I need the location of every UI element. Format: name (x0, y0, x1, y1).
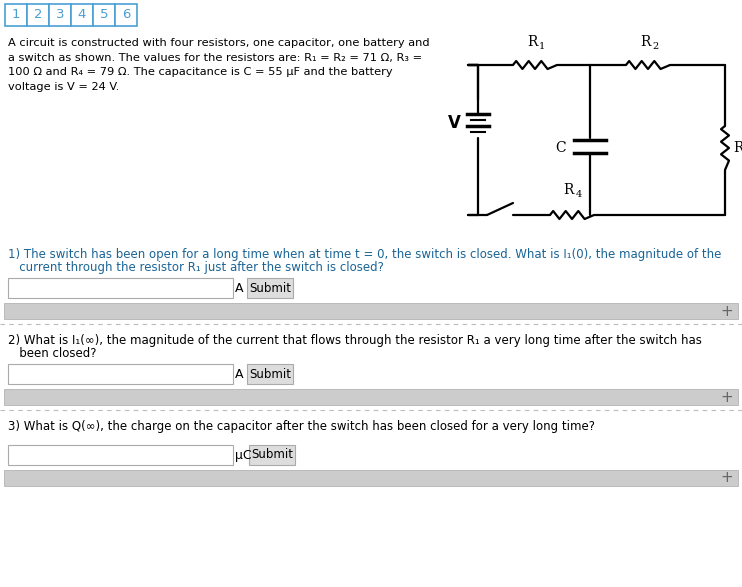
Bar (27, 4, 49, 26)
Text: 3) What is Q(∞), the charge on the capacitor after the switch has been closed fo: 3) What is Q(∞), the charge on the capac… (8, 420, 595, 433)
Text: 2: 2 (33, 8, 42, 22)
Bar (49, 4, 71, 26)
Bar (8, 445, 233, 465)
Bar (71, 4, 93, 26)
Text: +: + (720, 471, 733, 485)
Text: A circuit is constructed with four resistors, one capacitor, one battery and: A circuit is constructed with four resis… (8, 38, 430, 48)
Text: A: A (235, 367, 243, 380)
Bar (247, 278, 293, 298)
Text: Submit: Submit (249, 367, 291, 380)
Text: +: + (720, 303, 733, 319)
Text: +: + (720, 390, 733, 404)
Text: 1) The switch has been open for a long time when at time t = 0, the switch is cl: 1) The switch has been open for a long t… (8, 248, 721, 261)
Text: 5: 5 (99, 8, 108, 22)
Text: C: C (555, 140, 566, 154)
Bar (5, 4, 27, 26)
Text: Submit: Submit (251, 448, 293, 461)
Text: μC: μC (235, 448, 252, 461)
Text: Submit: Submit (249, 282, 291, 295)
Bar (247, 364, 293, 384)
Bar (93, 4, 115, 26)
Text: 100 Ω and R₄ = 79 Ω. The capacitance is C = 55 μF and the battery: 100 Ω and R₄ = 79 Ω. The capacitance is … (8, 67, 393, 77)
Text: R: R (563, 183, 573, 197)
Text: 2) What is I₁(∞), the magnitude of the current that flows through the resistor R: 2) What is I₁(∞), the magnitude of the c… (8, 334, 702, 347)
Text: V: V (448, 114, 461, 132)
Text: R: R (640, 35, 650, 49)
Text: 4: 4 (576, 190, 582, 199)
Text: 1: 1 (539, 42, 545, 51)
Bar (4, 303, 738, 319)
Bar (4, 389, 738, 405)
Text: R: R (733, 141, 742, 155)
Text: 3: 3 (741, 146, 742, 154)
Text: 2: 2 (652, 42, 658, 51)
Text: a switch as shown. The values for the resistors are: R₁ = R₂ = 71 Ω, R₃ =: a switch as shown. The values for the re… (8, 52, 422, 62)
Text: 4: 4 (78, 8, 86, 22)
Text: current through the resistor R₁ just after the switch is closed?: current through the resistor R₁ just aft… (8, 261, 384, 274)
Bar (115, 4, 137, 26)
Bar (8, 364, 233, 384)
Bar (8, 278, 233, 298)
Text: R: R (527, 35, 537, 49)
Text: A: A (235, 282, 243, 295)
Text: 3: 3 (56, 8, 65, 22)
Text: 1: 1 (12, 8, 20, 22)
Text: been closed?: been closed? (8, 347, 96, 360)
Text: 6: 6 (122, 8, 130, 22)
Bar (249, 445, 295, 465)
Bar (4, 470, 738, 486)
Text: voltage is V = 24 V.: voltage is V = 24 V. (8, 82, 119, 92)
